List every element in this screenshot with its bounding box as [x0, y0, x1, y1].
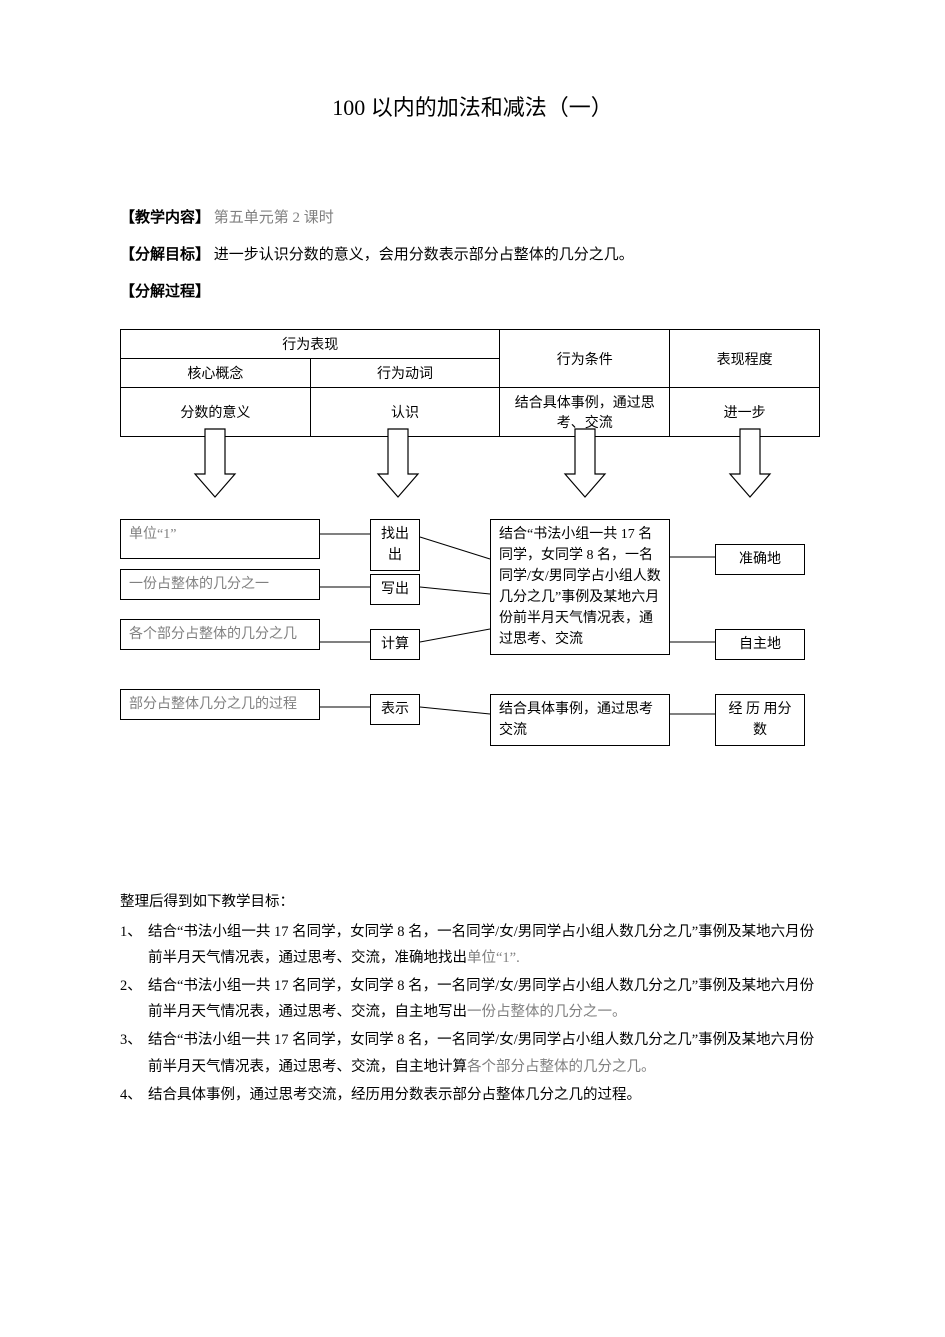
- objective-item: 1、 结合“书法小组一共 17 名同学，女同学 8 名，一名同学/女/男同学占小…: [120, 919, 825, 971]
- objective-number: 1、: [120, 919, 148, 971]
- text-decompose-target: 进一步认识分数的意义，会用分数表示部分占整体的几分之几。: [214, 247, 634, 263]
- objective-text: 结合“书法小组一共 17 名同学，女同学 8 名，一名同学/女/男同学占小组人数…: [148, 919, 825, 971]
- objective-item: 4、 结合具体事例，通过思考交流，经历用分数表示部分占整体几分之几的过程。: [120, 1082, 825, 1108]
- objective-main: 结合具体事例，通过思考交流，经历用分数表示部分占整体几分之几的过程。: [148, 1087, 641, 1103]
- objectives-intro: 整理后得到如下教学目标：: [120, 889, 825, 915]
- objective-item: 3、 结合“书法小组一共 17 名同学，女同学 8 名，一名同学/女/男同学占小…: [120, 1027, 825, 1079]
- section-teaching-content: 【教学内容】 第五单元第 2 课时: [120, 202, 825, 235]
- objective-number: 3、: [120, 1027, 148, 1079]
- document-page: 100 以内的加法和减法（一） 【教学内容】 第五单元第 2 课时 【分解目标】…: [0, 0, 945, 1337]
- objective-text: 结合具体事例，通过思考交流，经历用分数表示部分占整体几分之几的过程。: [148, 1082, 825, 1108]
- label-decompose-target: 【分解目标】: [120, 247, 210, 263]
- section-decompose-process: 【分解过程】: [120, 276, 825, 309]
- label-decompose-process: 【分解过程】: [120, 284, 210, 300]
- objective-text: 结合“书法小组一共 17 名同学，女同学 8 名，一名同学/女/男同学占小组人数…: [148, 973, 825, 1025]
- objective-number: 2、: [120, 973, 148, 1025]
- decomposition-diagram: 行为表现 行为条件 表现程度 核心概念 行为动词 分数的意义 认识 结合具体事例…: [120, 329, 825, 849]
- section-decompose-target: 【分解目标】 进一步认识分数的意义，会用分数表示部分占整体的几分之几。: [120, 239, 825, 272]
- objective-highlight: 一份占整体的几分之一。: [467, 1004, 627, 1020]
- label-teaching-content: 【教学内容】: [120, 210, 210, 226]
- teaching-objectives: 整理后得到如下教学目标： 1、 结合“书法小组一共 17 名同学，女同学 8 名…: [120, 889, 825, 1108]
- connector-lines: [120, 329, 820, 759]
- text-teaching-content: 第五单元第 2 课时: [214, 210, 334, 226]
- page-title: 100 以内的加法和减法（一）: [120, 90, 825, 122]
- objective-item: 2、 结合“书法小组一共 17 名同学，女同学 8 名，一名同学/女/男同学占小…: [120, 973, 825, 1025]
- objective-highlight: 单位“1”.: [467, 950, 520, 966]
- objective-highlight: 各个部分占整体的几分之几。: [467, 1059, 656, 1075]
- objective-text: 结合“书法小组一共 17 名同学，女同学 8 名，一名同学/女/男同学占小组人数…: [148, 1027, 825, 1079]
- objective-number: 4、: [120, 1082, 148, 1108]
